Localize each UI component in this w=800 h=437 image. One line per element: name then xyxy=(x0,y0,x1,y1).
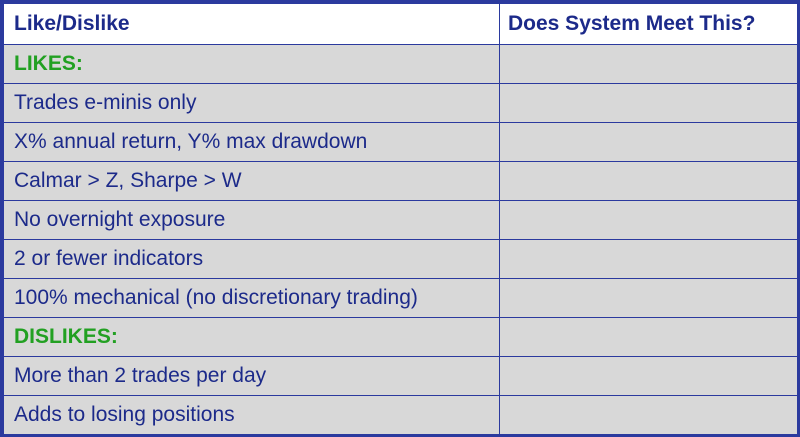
section-row-likes: LIKES: xyxy=(3,44,798,84)
meets-cell[interactable] xyxy=(499,317,798,357)
criterion-label: Adds to losing positions xyxy=(3,395,500,435)
table-row: X% annual return, Y% max drawdown xyxy=(3,122,798,162)
criterion-label: Trades e-minis only xyxy=(3,83,500,123)
section-label: DISLIKES: xyxy=(3,317,500,357)
table-row: 2 or fewer indicators xyxy=(3,239,798,279)
meets-cell[interactable] xyxy=(499,200,798,240)
table-row: No overnight exposure xyxy=(3,200,798,240)
table-header-row: Like/Dislike Does System Meet This? xyxy=(3,3,798,45)
criterion-label: 100% mechanical (no discretionary tradin… xyxy=(3,278,500,318)
criterion-label: Calmar > Z, Sharpe > W xyxy=(3,161,500,201)
meets-cell[interactable] xyxy=(499,122,798,162)
meets-cell[interactable] xyxy=(499,44,798,84)
header-system-meets: Does System Meet This? xyxy=(499,3,798,45)
header-like-dislike: Like/Dislike xyxy=(3,3,500,45)
meets-cell[interactable] xyxy=(499,161,798,201)
table-row: 100% mechanical (no discretionary tradin… xyxy=(3,278,798,318)
meets-cell[interactable] xyxy=(499,278,798,318)
criterion-label: More than 2 trades per day xyxy=(3,356,500,396)
section-row-dislikes: DISLIKES: xyxy=(3,317,798,357)
table-row: Adds to losing positions xyxy=(3,395,798,435)
criterion-label: 2 or fewer indicators xyxy=(3,239,500,279)
table-row: Trades e-minis only xyxy=(3,83,798,123)
meets-cell[interactable] xyxy=(499,395,798,435)
criterion-label: X% annual return, Y% max drawdown xyxy=(3,122,500,162)
meets-cell[interactable] xyxy=(499,83,798,123)
criterion-label: No overnight exposure xyxy=(3,200,500,240)
section-label: LIKES: xyxy=(3,44,500,84)
table-row: Calmar > Z, Sharpe > W xyxy=(3,161,798,201)
meets-cell[interactable] xyxy=(499,356,798,396)
table-row: More than 2 trades per day xyxy=(3,356,798,396)
meets-cell[interactable] xyxy=(499,239,798,279)
like-dislike-table: Like/Dislike Does System Meet This? LIKE… xyxy=(3,3,798,435)
